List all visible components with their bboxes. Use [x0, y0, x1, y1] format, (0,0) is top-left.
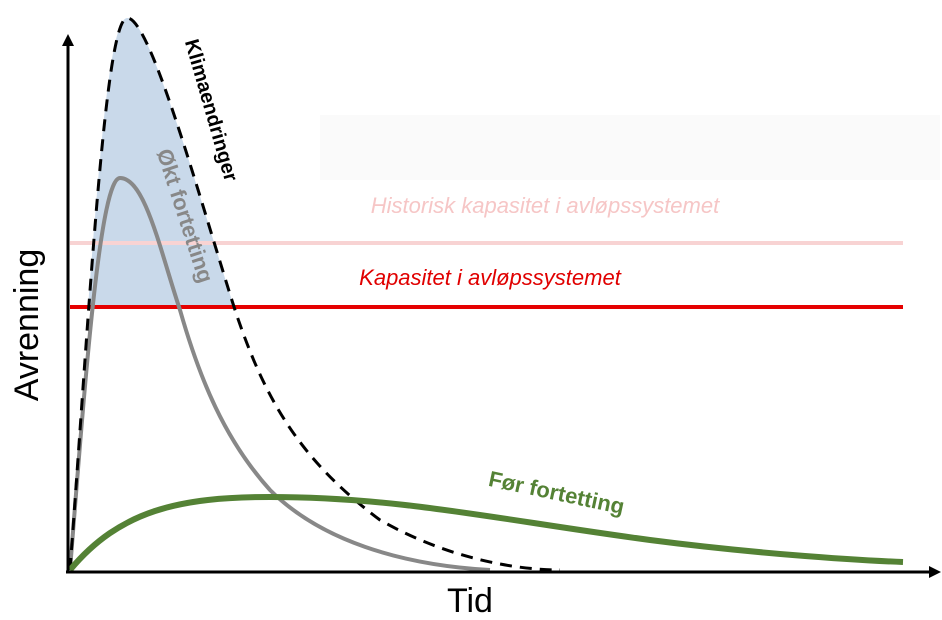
historical-capacity-label: Historisk kapasitet i avløpssystemet: [371, 193, 720, 218]
faint-box: [320, 115, 940, 180]
before-curve: [67, 493, 904, 572]
x-axis-label: Tid: [447, 582, 493, 620]
before-label: Før fortetting: [486, 466, 626, 519]
exceedance-area: [88, 17, 234, 308]
y-axis-label: Avrenning: [8, 249, 46, 402]
capacity-label: Kapasitet i avløpssystemet: [359, 265, 622, 290]
densification-curve: [68, 175, 491, 572]
climate-curve: [68, 16, 561, 572]
